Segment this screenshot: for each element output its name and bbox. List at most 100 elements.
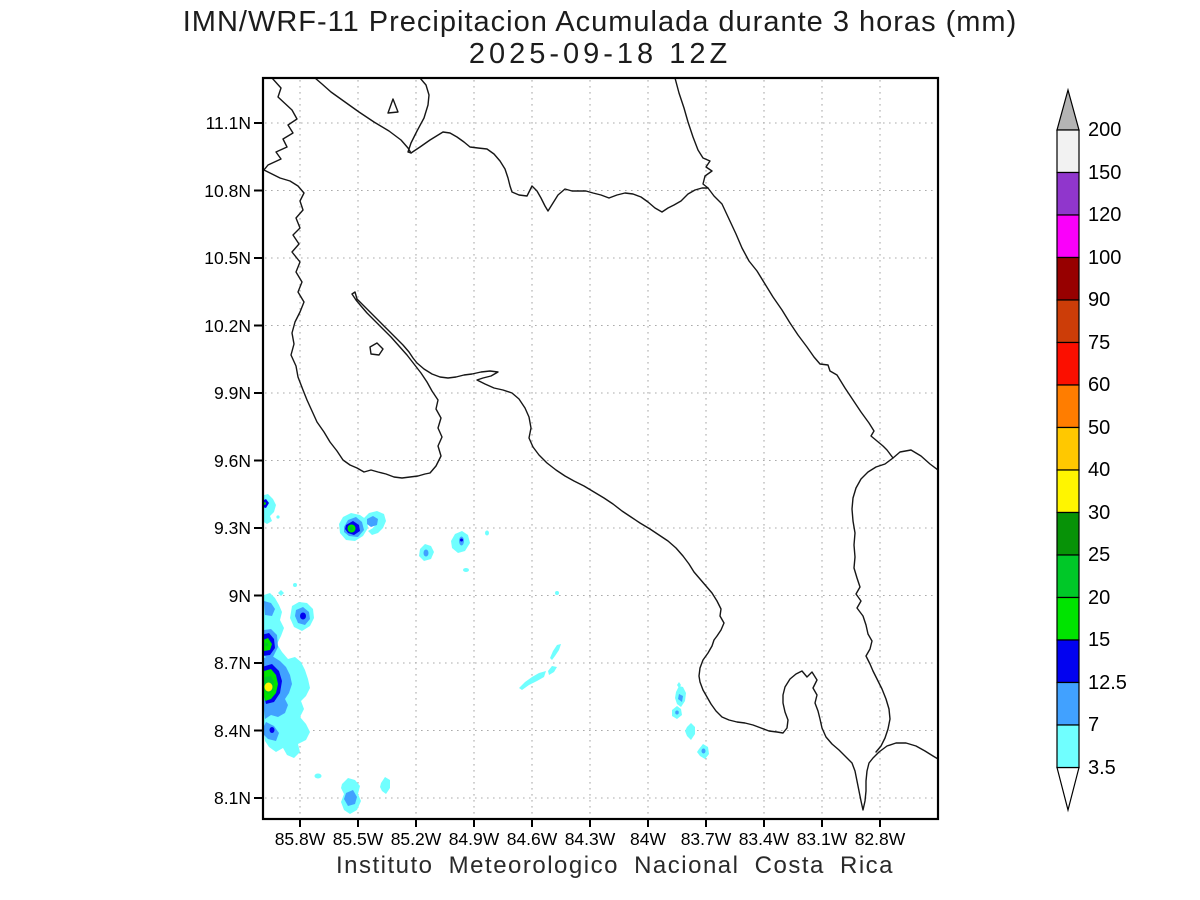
colorbar-segment [1056, 214, 1080, 259]
precip-cell [555, 591, 559, 595]
precip-cell [519, 671, 546, 690]
precip-cell [263, 499, 269, 508]
lon-tick-label: 82.8W [854, 829, 906, 849]
colorbar-segment [1056, 724, 1080, 769]
colorbar-tick-label: 150 [1088, 161, 1122, 184]
lon-tick-label: 85.2W [390, 829, 442, 849]
colorbar-tick-label: 15 [1088, 629, 1111, 651]
precip-cell [264, 601, 275, 616]
chira-island [369, 342, 384, 356]
precip-cell [314, 773, 322, 779]
precip-cell [460, 538, 463, 542]
caribbean-coastline [674, 78, 938, 471]
colorbar-segment [1056, 341, 1080, 386]
lon-tick-label: 83.4W [738, 829, 790, 849]
lat-tick-label: 10.5N [204, 248, 251, 268]
lake-island [387, 98, 399, 114]
precip-cell [363, 511, 386, 535]
colorbar-segment [1056, 256, 1080, 301]
colorbar-tick-label: 200 [1088, 119, 1122, 141]
panama-border [851, 457, 894, 753]
precip-cell [344, 790, 357, 806]
precip-cell [349, 526, 353, 531]
precip-cell [463, 568, 469, 572]
lat-tick-label: 8.4N [214, 720, 251, 741]
colorbar-segment [1056, 511, 1080, 556]
precip-cell [685, 723, 695, 740]
lat-tick-label: 9.6N [214, 450, 251, 471]
precip-cell [485, 530, 489, 536]
precip-cell [269, 727, 275, 733]
colorbar-tick-label: 12.5 [1088, 671, 1127, 694]
precipitation-layer [263, 494, 709, 814]
precip-cell [423, 549, 429, 557]
lat-tick-label: 8.7N [214, 653, 251, 673]
precip-cell [278, 590, 284, 596]
precip-cell [678, 694, 683, 702]
precip-cell [701, 748, 706, 754]
precip-cell [276, 515, 280, 519]
lon-tick-label: 85.5W [332, 829, 384, 849]
pacific-coastline [263, 78, 938, 811]
colorbar-tick-label: 120 [1088, 204, 1122, 226]
colorbar-arrow-top [1056, 87, 1080, 131]
coastline-layer [263, 78, 938, 811]
colorbar [1056, 87, 1080, 813]
precip-cell [300, 612, 306, 620]
lon-tick-label: 84.3W [564, 829, 616, 849]
page-subtitle: 2025-09-18 12Z [468, 38, 732, 70]
colorbar-segment [1056, 681, 1080, 726]
colorbar-arrow-bottom [1056, 766, 1080, 813]
colorbar-segment [1056, 469, 1080, 514]
precip-cell [293, 583, 297, 587]
colorbar-segment [1056, 171, 1080, 216]
precip-cell [380, 777, 390, 794]
precip-cell [264, 682, 273, 692]
colorbar-segment [1056, 554, 1080, 599]
san-juan-river-border [407, 78, 709, 213]
colorbar-tick-label: 7 [1088, 714, 1100, 736]
lat-tick-label: 9.9N [214, 383, 251, 403]
precip-cell [264, 642, 269, 647]
colorbar-segment [1056, 639, 1080, 684]
colorbar-tick-label: 3.5 [1088, 756, 1116, 779]
colorbar-tick-label: 50 [1088, 416, 1111, 439]
lat-tick-label: 8.1N [214, 788, 251, 808]
colorbar-tick-label: 75 [1088, 331, 1111, 354]
precip-cell [548, 666, 557, 675]
precip-cell [675, 710, 679, 715]
plot-border [261, 76, 940, 821]
caption: Instituto Meteorologico Nacional Costa R… [335, 852, 895, 879]
lake-nicaragua-shore [314, 78, 412, 154]
page-title: IMN/WRF-11 Precipitacion Acumulada duran… [182, 6, 1018, 38]
colorbar-tick-label: 25 [1088, 544, 1111, 566]
colorbar-tick-label: 100 [1088, 246, 1122, 269]
colorbar-tick-label: 90 [1088, 289, 1111, 311]
precip-cell [367, 516, 378, 527]
lat-tick-label: 10.2N [204, 315, 251, 336]
precip-cell [550, 644, 561, 660]
lon-tick-label: 85.8W [274, 829, 326, 849]
colorbar-segment [1056, 596, 1080, 641]
lon-tick-label: 83.1W [796, 829, 848, 849]
lat-tick-label: 9N [228, 585, 251, 606]
axis-ticks [254, 122, 881, 827]
lon-tick-label: 84W [630, 829, 666, 849]
lat-tick-label: 10.8N [204, 180, 251, 201]
lon-tick-label: 84.6W [506, 829, 558, 849]
lat-tick-label: 9.3N [214, 518, 251, 538]
grid-lines [265, 80, 936, 817]
lat-tick-label: 11.1N [205, 113, 251, 133]
colorbar-tick-label: 30 [1088, 501, 1111, 524]
colorbar-tick-label: 20 [1088, 586, 1111, 609]
colorbar-tick-label: 40 [1088, 459, 1111, 481]
lon-tick-label: 84.9W [448, 829, 500, 849]
colorbar-tick-label: 60 [1088, 374, 1111, 396]
colorbar-segment [1056, 299, 1080, 344]
colorbar-segment [1056, 426, 1080, 471]
lon-tick-label: 83.7W [680, 829, 732, 849]
colorbar-segment [1056, 129, 1080, 174]
colorbar-segment [1056, 384, 1080, 429]
